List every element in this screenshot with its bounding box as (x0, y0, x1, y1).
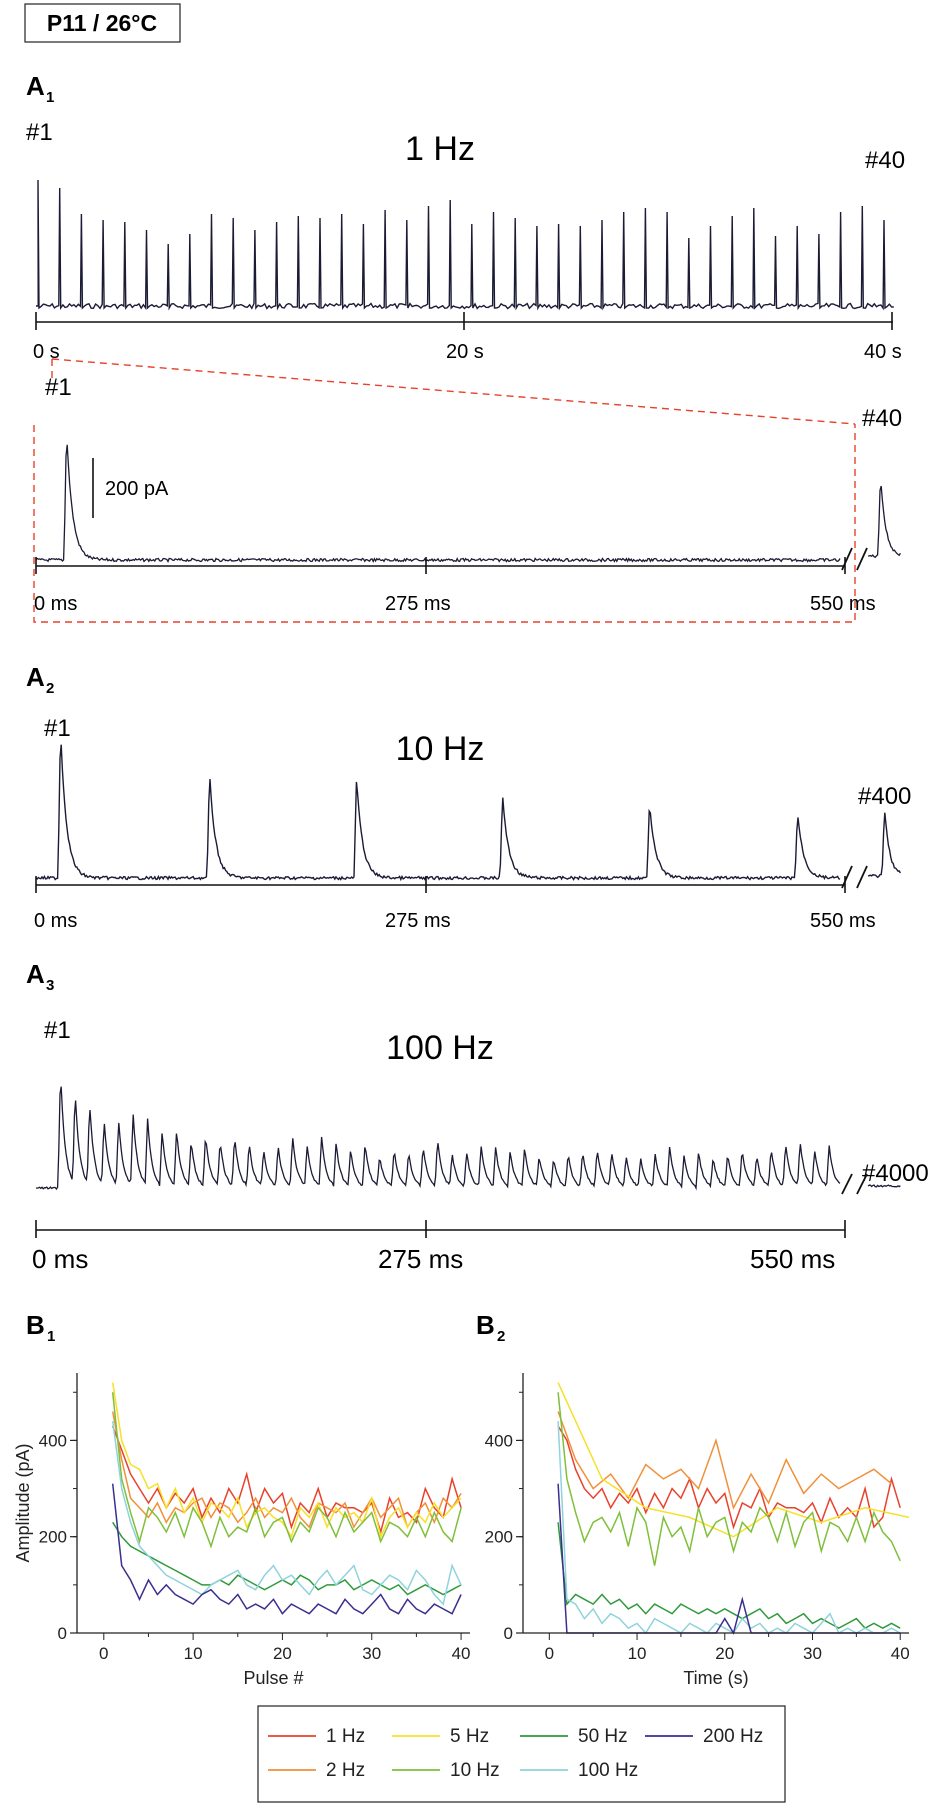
zoom-connector (51, 358, 856, 425)
y-tick-label: 0 (58, 1624, 67, 1643)
x-tick-label: 40 (452, 1644, 471, 1663)
legend-label: 10 Hz (450, 1760, 500, 1781)
b2-series-2-hz (557, 1411, 892, 1510)
x-tick-label: 10 (628, 1644, 647, 1663)
b1-y-label: Amplitude (pA) (13, 1443, 33, 1562)
y-tick-label: 200 (39, 1528, 67, 1547)
b2-series-50-hz (557, 1522, 901, 1630)
panel-a3-sub: 3 (46, 977, 54, 994)
header-label: P11 / 26°C (47, 10, 157, 36)
legend-label: 5 Hz (450, 1726, 489, 1747)
a2-axis-label-1: 275 ms (385, 910, 451, 932)
panel-b1-letter: B (26, 1310, 45, 1340)
panel-a1-sub: 1 (46, 89, 54, 106)
b2-series-10-hz (557, 1392, 901, 1566)
a1-first-label: #1 (26, 119, 53, 146)
x-tick-label: 20 (715, 1644, 734, 1663)
y-tick-label: 400 (39, 1431, 67, 1450)
legend-box (257, 1705, 786, 1803)
a3-first-label: #1 (44, 1017, 71, 1044)
legend: 1 Hz 2 Hz 5 Hz 10 Hz 50 Hz 100 Hz 200 Hz (268, 1726, 763, 1781)
b1-x-label: Pulse # (243, 1668, 303, 1688)
b2-series-100-hz (557, 1421, 901, 1635)
panel-a3: A 3 #1 100 Hz #4000 0 ms 275 ms 550 ms (26, 959, 929, 1274)
y-tick-label: 0 (504, 1624, 513, 1643)
b1-series-200-hz (111, 1483, 462, 1615)
a3-last-label: #4000 (862, 1160, 929, 1187)
a1-ticks (35, 312, 893, 330)
zoom-last-label: #40 (862, 405, 902, 432)
panel-a2-letter: A (26, 662, 45, 692)
panel-a1: A 1 #1 1 Hz #40 0 s 20 s 40 s #1 #40 200… (26, 71, 905, 623)
legend-label: 2 Hz (326, 1760, 365, 1781)
zoom-first-label: #1 (45, 374, 72, 401)
legend-label: 100 Hz (578, 1760, 638, 1781)
a1-axis-label-2: 40 s (864, 341, 902, 363)
legend-label: 1 Hz (326, 1726, 365, 1747)
b2-series-5-hz (557, 1382, 910, 1538)
a1-last-label: #40 (865, 147, 905, 174)
panel-a1-letter: A (26, 71, 45, 101)
a2-trace-end (867, 812, 902, 879)
panel-b2-sub: 2 (497, 1328, 505, 1345)
a2-axis-label-0: 0 ms (34, 910, 77, 932)
zoom-trace-end (867, 485, 901, 559)
a2-last-label: #400 (858, 783, 911, 810)
b1-series-1-hz (111, 1425, 462, 1535)
a3-axis-label-2: 550 ms (750, 1244, 835, 1274)
a2-trace (35, 744, 841, 882)
header-box (24, 3, 181, 43)
a2-title: 10 Hz (396, 730, 485, 768)
break-mark (841, 547, 853, 571)
x-tick-label: 40 (891, 1644, 910, 1663)
b1-series-2-hz (111, 1411, 462, 1529)
a1-trace (36, 179, 894, 311)
zoom-trace (35, 444, 841, 563)
a3-axis-label-1: 275 ms (378, 1244, 463, 1274)
a3-title: 100 Hz (386, 1029, 494, 1067)
x-tick-label: 30 (803, 1644, 822, 1663)
a3-trace-end (867, 1184, 901, 1188)
a2-first-label: #1 (44, 715, 71, 742)
y-tick-label: 400 (485, 1431, 513, 1450)
break-mark (856, 547, 868, 571)
panel-a2-sub: 2 (46, 680, 54, 697)
x-tick-label: 30 (362, 1644, 381, 1663)
a1-title: 1 Hz (405, 130, 475, 168)
legend-label: 200 Hz (703, 1726, 763, 1747)
x-tick-label: 10 (184, 1644, 203, 1663)
x-tick-label: 20 (273, 1644, 292, 1663)
x-tick-label: 0 (545, 1644, 554, 1663)
panel-a3-letter: A (26, 959, 45, 989)
a2-axis-label-2: 550 ms (810, 910, 876, 932)
b1-series-10-hz (111, 1392, 462, 1549)
a3-axis-label-0: 0 ms (32, 1244, 88, 1274)
panel-b1-sub: 1 (47, 1328, 55, 1345)
zoom-axis-label-0: 0 ms (34, 593, 77, 615)
zoom-box (33, 424, 856, 623)
b2-x-label: Time (s) (683, 1668, 748, 1688)
y-tick-label: 200 (485, 1528, 513, 1547)
panel-a2: A 2 #1 10 Hz #400 0 ms 275 ms 550 ms (26, 662, 911, 932)
b1-series-50-hz (112, 1521, 462, 1596)
a1-axis-label-1: 20 s (446, 341, 484, 363)
chart-b2: 0 200 400 0 10 20 30 40 Time (s) (485, 1373, 910, 1688)
b1-series-100-hz (111, 1421, 462, 1606)
chart-b1: 0 200 400 0 10 20 30 40 Pulse # Amplitude (pA) (13, 1373, 471, 1688)
a1-axis-label-0: 0 s (33, 341, 60, 363)
zoom-axis-label-2: 550 ms (810, 593, 876, 615)
zoom-axis-label-1: 275 ms (385, 593, 451, 615)
scale-bar-label: 200 pA (105, 478, 169, 500)
b2-series-1-hz (557, 1425, 901, 1530)
panel-b2-letter: B (476, 1310, 495, 1340)
a3-trace (35, 1086, 841, 1191)
x-tick-label: 0 (99, 1644, 108, 1663)
legend-label: 50 Hz (578, 1726, 628, 1747)
